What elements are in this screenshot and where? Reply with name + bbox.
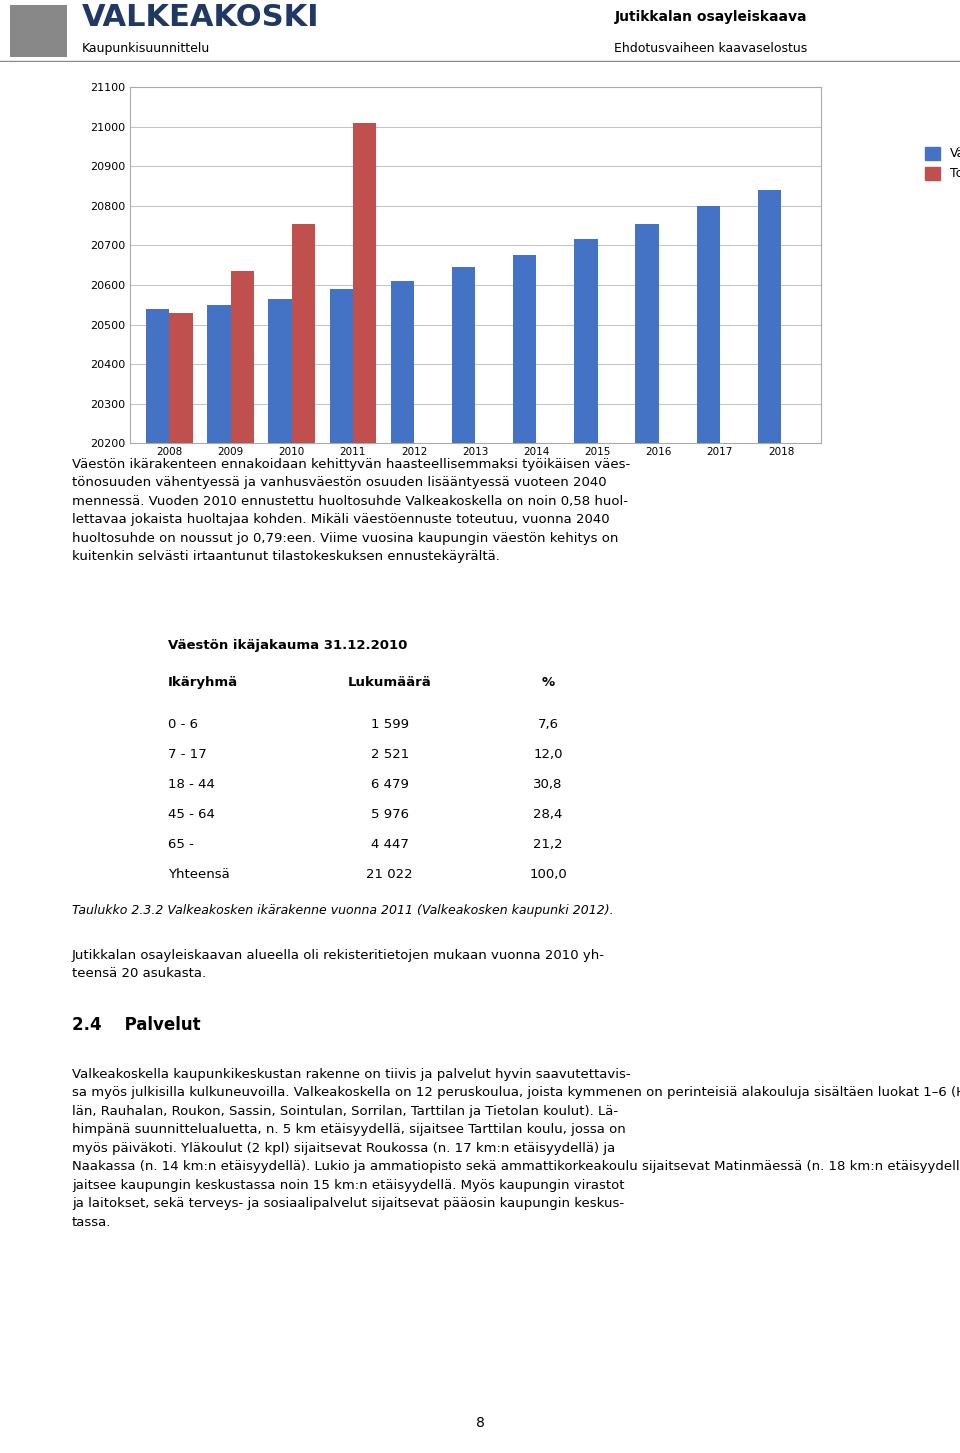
Text: 7 - 17: 7 - 17 xyxy=(168,748,206,761)
Text: 21,2: 21,2 xyxy=(534,838,563,851)
Text: 21 022: 21 022 xyxy=(367,867,413,881)
Bar xyxy=(452,267,475,1453)
Bar xyxy=(207,305,230,1453)
Text: 7,6: 7,6 xyxy=(538,718,559,731)
Text: 28,4: 28,4 xyxy=(534,808,563,821)
Text: Kaupunkisuunnittelu: Kaupunkisuunnittelu xyxy=(82,42,210,55)
Text: 0 - 6: 0 - 6 xyxy=(168,718,198,731)
Bar xyxy=(230,272,253,1453)
Bar xyxy=(697,206,720,1453)
Text: %: % xyxy=(541,676,555,689)
Bar xyxy=(757,190,781,1453)
Text: Valkeakoskella kaupunkikeskustan rakenne on tiivis ja palvelut hyvin saavutettav: Valkeakoskella kaupunkikeskustan rakenne… xyxy=(72,1068,960,1229)
Text: Väestön ikärakenteen ennakoidaan kehittyvän haasteellisemmaksi työikäisen väes-
: Väestön ikärakenteen ennakoidaan kehitty… xyxy=(72,458,631,564)
Bar xyxy=(292,224,315,1453)
Text: 2.4    Palvelut: 2.4 Palvelut xyxy=(72,1016,201,1033)
Bar xyxy=(269,299,292,1453)
Text: 45 - 64: 45 - 64 xyxy=(168,808,215,821)
Bar xyxy=(391,280,414,1453)
Text: Lukumäärä: Lukumäärä xyxy=(348,676,432,689)
Legend: Väestöennuste, Tod. Luvut: Väestöennuste, Tod. Luvut xyxy=(925,147,960,180)
Text: 5 976: 5 976 xyxy=(371,808,409,821)
Bar xyxy=(169,312,193,1453)
Text: 4 447: 4 447 xyxy=(371,838,409,851)
Text: 8: 8 xyxy=(475,1417,485,1430)
Text: Jutikkalan osayleiskaavan alueella oli rekisteritietojen mukaan vuonna 2010 yh-
: Jutikkalan osayleiskaavan alueella oli r… xyxy=(72,949,605,981)
Text: Yhteensä: Yhteensä xyxy=(168,867,229,881)
Text: Jutikkalan osayleiskaava: Jutikkalan osayleiskaava xyxy=(614,10,807,25)
Bar xyxy=(146,308,169,1453)
Text: Taulukko 2.3.2 Valkeakosken ikärakenne vuonna 2011 (Valkeakosken kaupunki 2012).: Taulukko 2.3.2 Valkeakosken ikärakenne v… xyxy=(72,904,613,917)
Text: 18 - 44: 18 - 44 xyxy=(168,777,215,790)
Bar xyxy=(10,4,67,58)
Text: 30,8: 30,8 xyxy=(534,777,563,790)
Text: 2 521: 2 521 xyxy=(371,748,409,761)
Bar xyxy=(353,124,376,1453)
Text: Ehdotusvaiheen kaavaselostus: Ehdotusvaiheen kaavaselostus xyxy=(614,42,807,55)
Text: 12,0: 12,0 xyxy=(534,748,563,761)
Text: 6 479: 6 479 xyxy=(371,777,409,790)
Text: VALKEAKOSKI: VALKEAKOSKI xyxy=(82,3,320,32)
Text: Ikäryhmä: Ikäryhmä xyxy=(168,676,238,689)
Text: 65 -: 65 - xyxy=(168,838,194,851)
Text: 100,0: 100,0 xyxy=(529,867,567,881)
Bar xyxy=(636,224,659,1453)
Text: Väestön ikäjakauma 31.12.2010: Väestön ikäjakauma 31.12.2010 xyxy=(168,639,407,652)
Bar xyxy=(514,256,537,1453)
Bar xyxy=(329,289,353,1453)
Text: 1 599: 1 599 xyxy=(371,718,409,731)
Bar xyxy=(574,240,597,1453)
